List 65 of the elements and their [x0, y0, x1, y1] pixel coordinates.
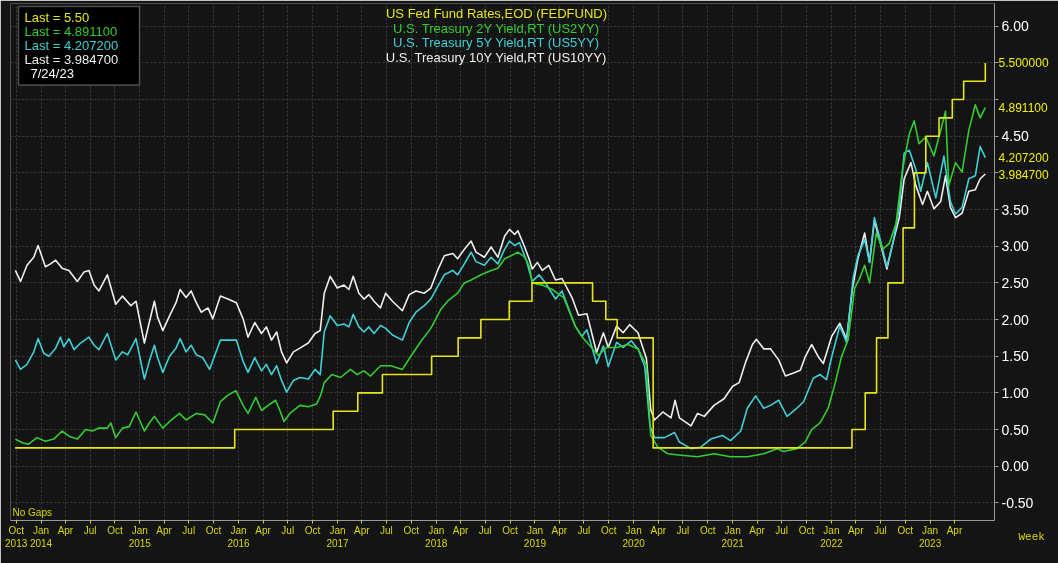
x-tick-label: Jan 2020	[622, 524, 646, 549]
annotation: 4.891100	[998, 101, 1048, 116]
x-tick-label: Apr	[452, 524, 470, 536]
annotation: 4.207200	[998, 151, 1049, 166]
text: U.S. Treasury 10Y Yield,RT (US10YY)	[385, 50, 607, 66]
y-tick-label: 0.00	[1001, 458, 1029, 475]
text: Week	[1018, 530, 1046, 543]
x-tick-label: Jan 2019	[523, 524, 547, 549]
x-tick-label: Oct	[700, 524, 716, 536]
y-tick-label: -0.50	[1001, 494, 1034, 511]
x-tick-label: Jan 2015	[128, 524, 152, 549]
annotation: 5.500000	[998, 56, 1049, 71]
annotation: 3.984700	[998, 167, 1049, 182]
annotation: Last = 3.984700	[24, 52, 119, 67]
annotation: No Gaps	[12, 506, 52, 518]
x-tick-label: Apr	[255, 524, 272, 536]
x-tick-label: Jan 2016	[227, 524, 251, 549]
x-tick-label: Oct	[798, 524, 815, 536]
y-tick-label: 2.50	[1001, 274, 1029, 291]
x-tick-label: Jul	[577, 524, 591, 536]
annotation: Last = 4.207200	[24, 38, 119, 53]
x-tick-label: Jul	[83, 524, 97, 536]
y-tick-label: 2.00	[1001, 311, 1029, 328]
y-tick-label: 0.50	[1001, 421, 1029, 438]
x-tick-label: Apr	[650, 524, 667, 536]
x-tick-label: Oct	[304, 524, 321, 536]
text: US Fed Fund Rates,EOD (FEDFUND)	[385, 6, 608, 21]
annotation: 7/24/23	[30, 66, 74, 81]
x-tick-label: Jan 2017	[326, 524, 350, 549]
x-tick-label: Jan 2021	[721, 524, 745, 549]
y-tick-label: 3.00	[1001, 238, 1029, 255]
x-tick-label: Oct	[502, 524, 519, 536]
x-tick-label: Apr	[946, 524, 963, 536]
x-tick-label: Oct	[897, 524, 914, 536]
x-tick-label: Apr	[354, 524, 371, 536]
x-tick-label: Oct	[601, 524, 617, 536]
x-tick-label: Jul	[380, 524, 393, 536]
x-tick-label: Apr	[57, 524, 74, 536]
x-tick-label: Apr	[749, 524, 766, 536]
annotation: Last = 4.891100	[24, 24, 118, 39]
x-tick-label: Jul	[873, 524, 887, 536]
annotation: Last = 5.50	[24, 10, 90, 25]
text: U.S. Treasury 5Y Yield,RT (US5YY)	[393, 35, 599, 51]
x-tick-label: Jul	[182, 524, 196, 536]
x-tick-label: Jan 2014	[29, 524, 53, 549]
y-tick-label: 6.00	[1001, 18, 1029, 35]
x-tick-label: Jul	[281, 524, 295, 536]
x-tick-label: Oct	[107, 524, 123, 536]
y-tick-label: 1.50	[1001, 348, 1029, 365]
x-tick-label: Apr	[156, 524, 173, 536]
x-tick-label: Oct	[403, 524, 420, 536]
y-tick-label: 4.50	[1001, 128, 1029, 145]
text: U.S. Treasury 2Y Yield,RT (US2YY)	[393, 20, 599, 36]
x-tick-label: Jul	[676, 524, 690, 536]
x-tick-label: Jan 2018	[425, 524, 448, 549]
x-tick-label: Oct 2013	[5, 524, 28, 549]
x-tick-label: Apr	[847, 524, 865, 536]
x-tick-label: Oct	[205, 524, 222, 536]
x-tick-label: Apr	[551, 524, 568, 536]
x-tick-label: Jul	[775, 524, 789, 536]
x-tick-label: Jul	[478, 524, 492, 536]
y-tick-label: 1.00	[1001, 384, 1029, 401]
x-tick-label: Jan 2022	[820, 524, 843, 549]
y-tick-label: 3.50	[1001, 201, 1029, 218]
x-tick-label: Jan 2023	[919, 524, 942, 549]
